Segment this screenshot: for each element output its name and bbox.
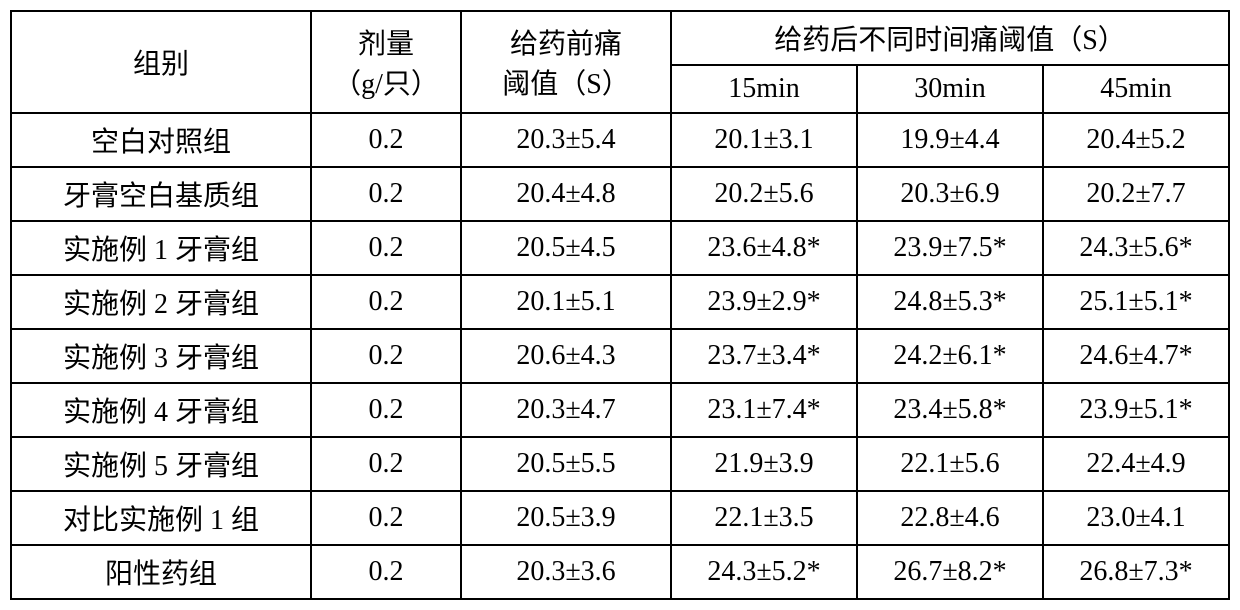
table-row: 实施例 2 牙膏组 0.2 20.1±5.1 23.9±2.9* 24.8±5.… (11, 275, 1229, 329)
header-pre-line1: 给药前痛 (510, 29, 622, 60)
cell-t15: 23.1±7.4* (671, 383, 857, 437)
cell-t30: 24.2±6.1* (857, 329, 1043, 383)
cell-dose: 0.2 (311, 383, 461, 437)
table-row: 实施例 3 牙膏组 0.2 20.6±4.3 23.7±3.4* 24.2±6.… (11, 329, 1229, 383)
header-t45: 45min (1043, 65, 1229, 113)
cell-dose: 0.2 (311, 545, 461, 599)
cell-pre: 20.3±4.7 (461, 383, 671, 437)
cell-t45: 23.0±4.1 (1043, 491, 1229, 545)
cell-group: 实施例 2 牙膏组 (11, 275, 311, 329)
cell-t15: 23.9±2.9* (671, 275, 857, 329)
header-dose-label: 剂量 (358, 29, 414, 60)
header-post: 给药后不同时间痛阈值（S） (671, 11, 1229, 65)
cell-dose: 0.2 (311, 437, 461, 491)
cell-t15: 23.7±3.4* (671, 329, 857, 383)
data-table: 组别 剂量 （g/只） 给药前痛 阈值（S） 给药后不同时间痛阈值（S） 15m… (10, 10, 1230, 600)
header-t15: 15min (671, 65, 857, 113)
header-dose: 剂量 （g/只） (311, 11, 461, 113)
cell-t45: 20.2±7.7 (1043, 167, 1229, 221)
cell-t15: 21.9±3.9 (671, 437, 857, 491)
cell-pre: 20.5±3.9 (461, 491, 671, 545)
cell-t45: 23.9±5.1* (1043, 383, 1229, 437)
cell-t15: 22.1±3.5 (671, 491, 857, 545)
cell-t30: 22.1±5.6 (857, 437, 1043, 491)
cell-pre: 20.3±3.6 (461, 545, 671, 599)
cell-t45: 24.3±5.6* (1043, 221, 1229, 275)
cell-group: 空白对照组 (11, 113, 311, 167)
cell-t45: 24.6±4.7* (1043, 329, 1229, 383)
table-row: 实施例 1 牙膏组 0.2 20.5±4.5 23.6±4.8* 23.9±7.… (11, 221, 1229, 275)
cell-pre: 20.4±4.8 (461, 167, 671, 221)
cell-pre: 20.5±5.5 (461, 437, 671, 491)
header-group: 组别 (11, 11, 311, 113)
header-row-1: 组别 剂量 （g/只） 给药前痛 阈值（S） 给药后不同时间痛阈值（S） (11, 11, 1229, 65)
cell-dose: 0.2 (311, 113, 461, 167)
cell-group: 实施例 4 牙膏组 (11, 383, 311, 437)
cell-group: 牙膏空白基质组 (11, 167, 311, 221)
table-row: 实施例 5 牙膏组 0.2 20.5±5.5 21.9±3.9 22.1±5.6… (11, 437, 1229, 491)
cell-t30: 22.8±4.6 (857, 491, 1043, 545)
cell-t15: 20.1±3.1 (671, 113, 857, 167)
cell-dose: 0.2 (311, 491, 461, 545)
table-row: 实施例 4 牙膏组 0.2 20.3±4.7 23.1±7.4* 23.4±5.… (11, 383, 1229, 437)
cell-dose: 0.2 (311, 221, 461, 275)
header-pre-line2: 阈值（S） (502, 69, 630, 100)
cell-dose: 0.2 (311, 329, 461, 383)
table-row: 空白对照组 0.2 20.3±5.4 20.1±3.1 19.9±4.4 20.… (11, 113, 1229, 167)
cell-pre: 20.5±4.5 (461, 221, 671, 275)
cell-group: 阳性药组 (11, 545, 311, 599)
cell-t15: 20.2±5.6 (671, 167, 857, 221)
cell-t45: 20.4±5.2 (1043, 113, 1229, 167)
cell-t30: 23.4±5.8* (857, 383, 1043, 437)
cell-pre: 20.1±5.1 (461, 275, 671, 329)
cell-group: 实施例 5 牙膏组 (11, 437, 311, 491)
cell-pre: 20.3±5.4 (461, 113, 671, 167)
cell-t30: 23.9±7.5* (857, 221, 1043, 275)
cell-t45: 26.8±7.3* (1043, 545, 1229, 599)
cell-group: 实施例 3 牙膏组 (11, 329, 311, 383)
cell-t15: 23.6±4.8* (671, 221, 857, 275)
cell-t30: 19.9±4.4 (857, 113, 1043, 167)
table-row: 牙膏空白基质组 0.2 20.4±4.8 20.2±5.6 20.3±6.9 2… (11, 167, 1229, 221)
cell-dose: 0.2 (311, 275, 461, 329)
cell-t45: 25.1±5.1* (1043, 275, 1229, 329)
cell-group: 对比实施例 1 组 (11, 491, 311, 545)
table-row: 对比实施例 1 组 0.2 20.5±3.9 22.1±3.5 22.8±4.6… (11, 491, 1229, 545)
cell-t15: 24.3±5.2* (671, 545, 857, 599)
cell-group: 实施例 1 牙膏组 (11, 221, 311, 275)
cell-t45: 22.4±4.9 (1043, 437, 1229, 491)
table-body: 空白对照组 0.2 20.3±5.4 20.1±3.1 19.9±4.4 20.… (11, 113, 1229, 599)
cell-t30: 20.3±6.9 (857, 167, 1043, 221)
cell-t30: 26.7±8.2* (857, 545, 1043, 599)
cell-t30: 24.8±5.3* (857, 275, 1043, 329)
header-t30: 30min (857, 65, 1043, 113)
table-row: 阳性药组 0.2 20.3±3.6 24.3±5.2* 26.7±8.2* 26… (11, 545, 1229, 599)
cell-dose: 0.2 (311, 167, 461, 221)
header-dose-unit: （g/只） (333, 69, 439, 100)
cell-pre: 20.6±4.3 (461, 329, 671, 383)
header-pre: 给药前痛 阈值（S） (461, 11, 671, 113)
